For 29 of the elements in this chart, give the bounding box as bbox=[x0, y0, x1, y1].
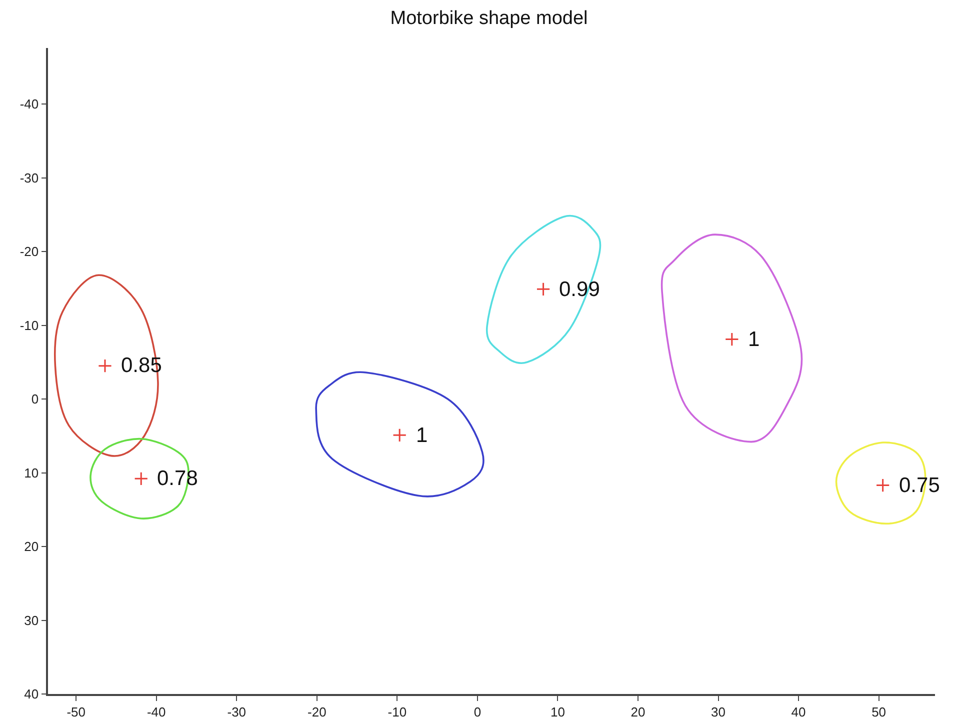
annotation: 1 bbox=[748, 328, 760, 351]
x-tick-label: 40 bbox=[791, 704, 806, 720]
annotation: 1 bbox=[416, 424, 428, 447]
point bbox=[536, 282, 550, 296]
y-tick-label: 40 bbox=[24, 686, 39, 702]
y-tick-label: -30 bbox=[20, 170, 39, 186]
point bbox=[724, 332, 739, 346]
x-tick-label: -40 bbox=[146, 704, 166, 720]
point bbox=[876, 478, 890, 492]
x-tick-label: 10 bbox=[550, 704, 565, 720]
y-tick-label: 20 bbox=[24, 539, 39, 554]
y-tick-label: 30 bbox=[24, 612, 39, 628]
x-tick-label: -20 bbox=[308, 704, 326, 720]
point bbox=[392, 428, 407, 442]
chart-title: Motorbike shape model bbox=[390, 8, 588, 30]
x-tick-label: -10 bbox=[388, 704, 407, 720]
y-tick-label: -20 bbox=[20, 244, 39, 260]
y-tick-label: 0 bbox=[31, 392, 39, 407]
y-tick-label: -10 bbox=[20, 318, 39, 333]
x-tick-label: -50 bbox=[66, 704, 86, 720]
point bbox=[98, 358, 112, 373]
x-tick-label: 20 bbox=[630, 704, 646, 720]
point bbox=[134, 472, 148, 486]
y-tick-label: -40 bbox=[20, 96, 39, 112]
x-tick-label: 30 bbox=[711, 704, 726, 720]
y-tick-label: 10 bbox=[24, 465, 39, 480]
x-tick-label: 0 bbox=[474, 704, 482, 720]
x-tick-label: 50 bbox=[872, 704, 886, 720]
x-tick-label: -30 bbox=[227, 704, 246, 720]
